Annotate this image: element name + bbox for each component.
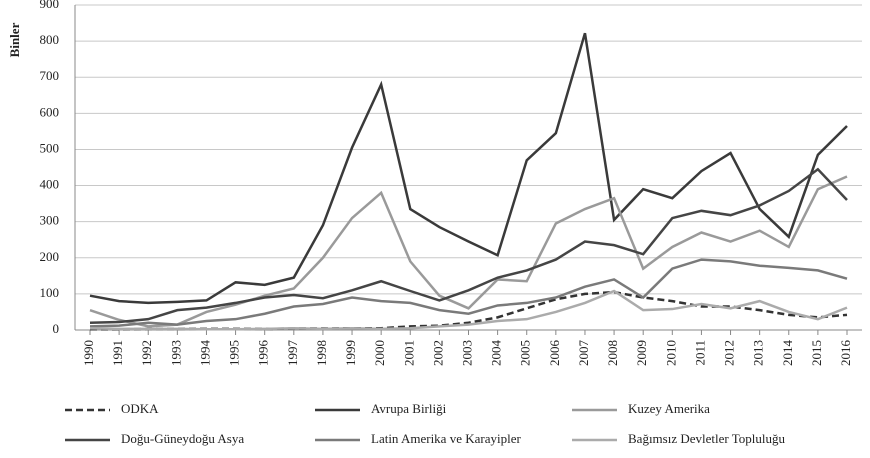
- y-tick-label: 400: [40, 177, 60, 192]
- x-tick-label: 1995: [227, 340, 242, 366]
- series-line: [89, 289, 848, 331]
- x-tick-label: 2013: [751, 340, 766, 366]
- x-tick-label: 1990: [81, 340, 96, 366]
- x-tick-label: 2014: [780, 340, 795, 367]
- x-tick-label: 2001: [401, 340, 416, 366]
- y-tick-label: 800: [40, 32, 60, 47]
- series-line: [89, 175, 848, 328]
- x-tick-label: 2016: [838, 340, 853, 367]
- legend-label: Latin Amerika ve Karayipler: [371, 431, 521, 446]
- y-tick-label: 0: [53, 321, 60, 336]
- x-tick-label: 2007: [576, 340, 591, 367]
- legend-label: Kuzey Amerika: [628, 401, 710, 416]
- legend-label: Doğu-Güneydoğu Asya: [121, 431, 244, 446]
- x-tick-label: 1997: [285, 340, 300, 367]
- x-tick-label: 1992: [139, 340, 154, 366]
- x-tick-label: 1998: [314, 340, 329, 366]
- x-tick-label: 2009: [634, 340, 649, 366]
- y-tick-label: 100: [40, 285, 60, 300]
- x-tick-label: 2012: [722, 340, 737, 366]
- legend-label: Avrupa Birliği: [371, 401, 447, 416]
- x-tick-label: 1999: [343, 340, 358, 366]
- x-tick-label: 2005: [518, 340, 533, 366]
- y-tick-label: 500: [40, 140, 60, 155]
- y-tick-label: 200: [40, 249, 60, 264]
- x-tick-label: 2002: [430, 340, 445, 366]
- y-tick-label: 700: [40, 68, 60, 83]
- x-tick-label: 2003: [459, 340, 474, 366]
- x-tick-label: 2000: [372, 340, 387, 366]
- x-tick-label: 1993: [168, 340, 183, 366]
- x-tick-label: 2010: [663, 340, 678, 366]
- series-line: [89, 167, 848, 325]
- x-tick-label: 2004: [489, 339, 504, 366]
- x-tick-label: 2011: [692, 340, 707, 366]
- legend-label: ODKA: [121, 401, 159, 416]
- x-tick-label: 1994: [197, 340, 212, 367]
- x-tick-label: 2006: [547, 340, 562, 367]
- x-tick-label: 1991: [110, 340, 125, 366]
- x-tick-label: 2015: [809, 340, 824, 366]
- legend-label: Bağımsız Devletler Topluluğu: [628, 431, 785, 446]
- y-tick-label: 300: [40, 213, 60, 228]
- series-line: [89, 258, 848, 328]
- series-line: [89, 32, 848, 305]
- y-tick-label: 600: [40, 104, 60, 119]
- y-tick-label: 900: [40, 0, 60, 11]
- x-tick-label: 2008: [605, 340, 620, 366]
- y-axis-label: Binler: [7, 22, 22, 57]
- x-tick-label: 1996: [256, 340, 271, 367]
